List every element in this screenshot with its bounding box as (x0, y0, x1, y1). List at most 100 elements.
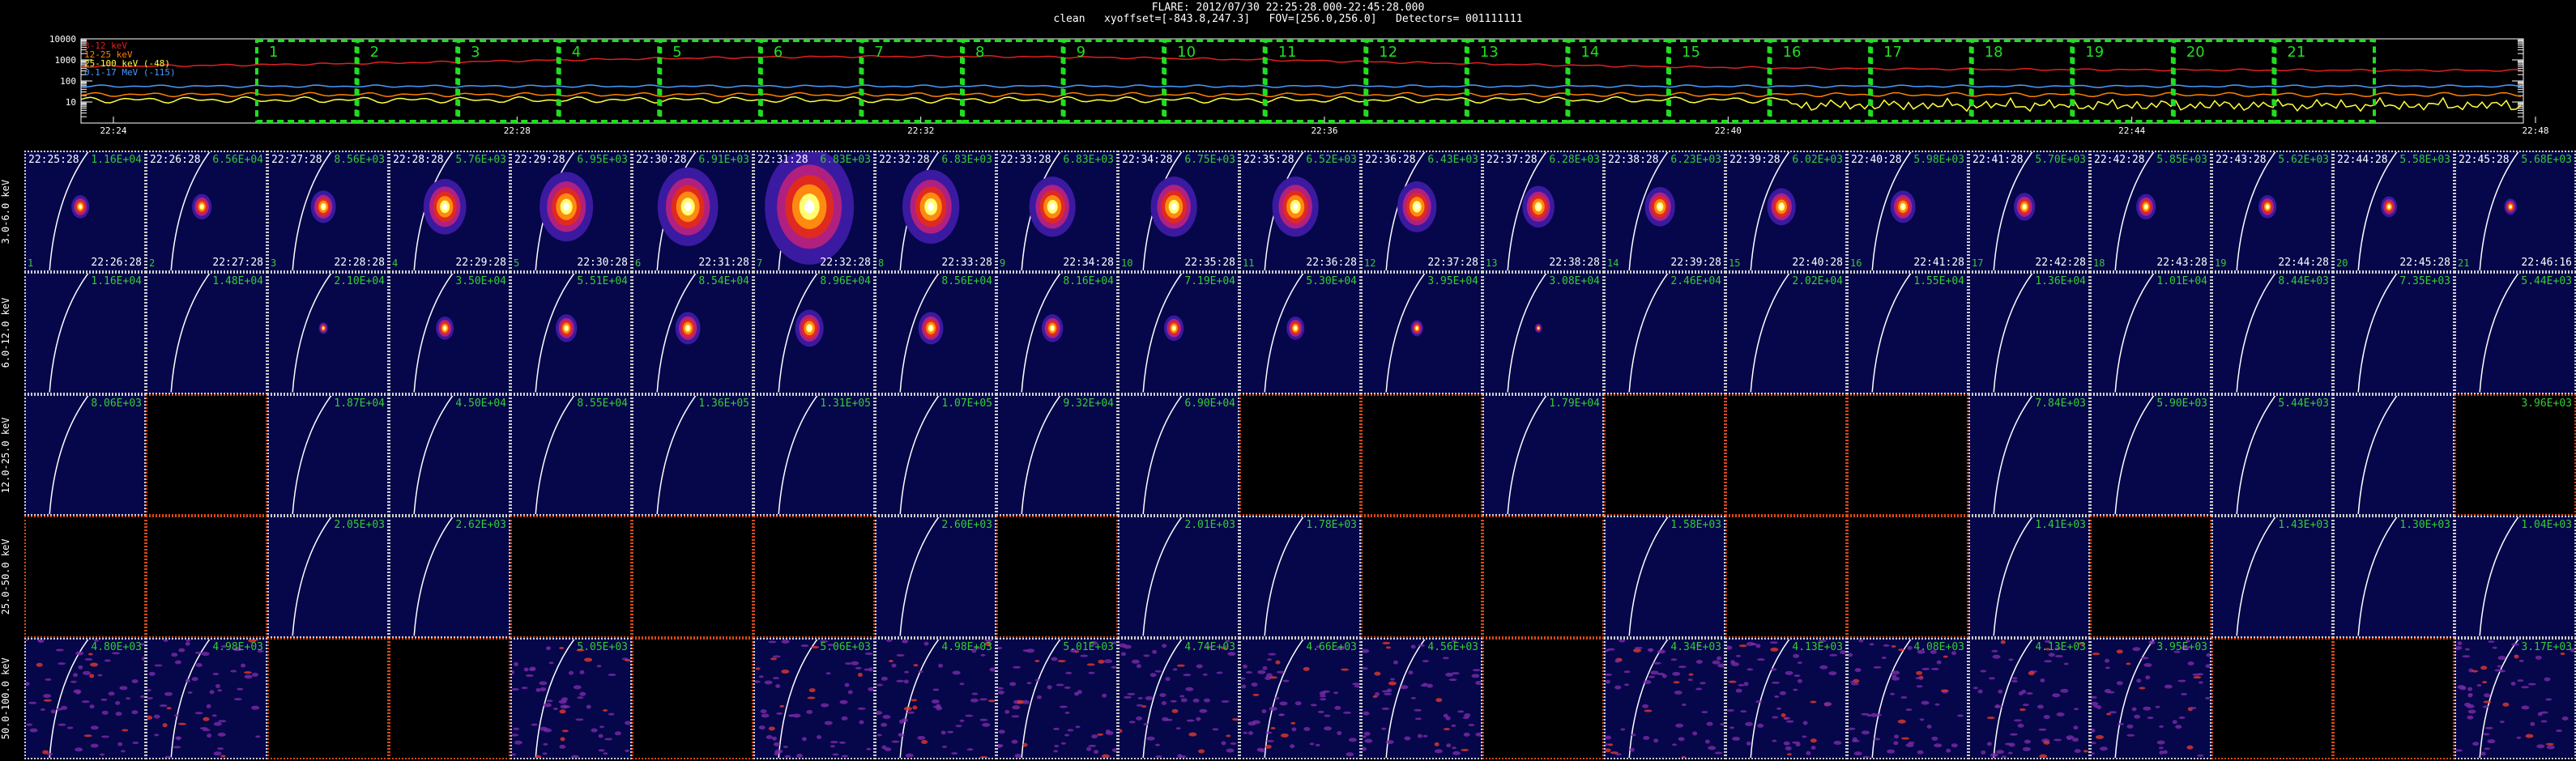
image-panel[interactable]: 22:36:28 22:37:28 12 6.43E+03 (1361, 151, 1482, 273)
image-panel[interactable]: 22:27:28 22:28:28 3 8.56E+03 (267, 151, 389, 273)
image-panel[interactable] (2333, 637, 2454, 759)
image-panel[interactable] (1482, 637, 1604, 759)
image-panel[interactable] (1239, 393, 1361, 517)
image-panel[interactable]: 1.16E+04 (24, 272, 146, 394)
image-panel[interactable]: 22:34:28 22:35:28 10 6.75E+03 (1118, 151, 1239, 273)
image-panel[interactable]: 1.55E+04 (1847, 272, 1968, 394)
image-panel[interactable]: 22:32:28 22:33:28 8 6.83E+03 (875, 151, 996, 273)
image-panel[interactable]: 1.41E+03 (1968, 516, 2090, 638)
image-panel[interactable]: 4.66E+03 (1239, 637, 1361, 759)
image-panel[interactable]: 8.06E+03 (24, 393, 146, 517)
image-panel[interactable]: 5.05E+03 (510, 637, 632, 759)
image-panel[interactable]: 2.60E+03 (875, 516, 996, 638)
image-panel[interactable]: 9.32E+04 (996, 393, 1118, 517)
image-panel[interactable]: 4.98E+03 (146, 637, 267, 759)
image-panel[interactable]: 4.50E+04 (389, 393, 510, 517)
image-panel[interactable]: 4.34E+03 (1604, 637, 1725, 759)
image-panel[interactable] (2211, 637, 2333, 759)
image-panel[interactable]: 4.13E+03 (1968, 637, 2090, 759)
image-panel[interactable]: 22:40:28 22:41:28 16 5.98E+03 (1847, 151, 1968, 273)
image-panel[interactable]: 3.17E+03 (2454, 637, 2576, 759)
image-panel[interactable]: 6.90E+04 (1118, 393, 1239, 517)
image-panel[interactable]: 22:41:28 22:42:28 17 5.70E+03 (1968, 151, 2090, 273)
image-panel[interactable]: 22:33:28 22:34:28 9 6.83E+03 (996, 151, 1118, 273)
image-panel[interactable]: 4.74E+03 (1118, 637, 1239, 759)
image-panel[interactable] (2333, 393, 2454, 517)
image-panel[interactable]: 4.08E+03 (1847, 637, 1968, 759)
image-panel[interactable]: 5.06E+03 (753, 637, 875, 759)
image-panel[interactable] (2090, 516, 2211, 638)
image-panel[interactable]: 3.50E+04 (389, 272, 510, 394)
image-panel[interactable] (1847, 516, 1968, 638)
image-panel[interactable]: 1.78E+03 (1239, 516, 1361, 638)
image-panel[interactable] (753, 516, 875, 638)
image-panel[interactable]: 5.90E+03 (2090, 393, 2211, 517)
image-panel[interactable]: 1.36E+04 (1968, 272, 2090, 394)
image-panel[interactable]: 3.95E+04 (1361, 272, 1482, 394)
image-panel[interactable]: 22:29:28 22:30:28 5 6.95E+03 (510, 151, 632, 273)
image-panel[interactable] (996, 516, 1118, 638)
image-panel[interactable]: 22:37:28 22:38:28 13 6.28E+03 (1482, 151, 1604, 273)
image-panel[interactable] (267, 637, 389, 759)
image-panel[interactable]: 8.56E+04 (875, 272, 996, 394)
image-panel[interactable] (1482, 516, 1604, 638)
image-panel[interactable]: 5.44E+03 (2211, 393, 2333, 517)
image-panel[interactable]: 1.58E+03 (1604, 516, 1725, 638)
image-panel[interactable]: 7.84E+03 (1968, 393, 2090, 517)
image-panel[interactable]: 1.04E+03 (2454, 516, 2576, 638)
image-panel[interactable]: 22:39:28 22:40:28 15 6.02E+03 (1725, 151, 1847, 273)
image-panel[interactable]: 1.48E+04 (146, 272, 267, 394)
image-panel[interactable]: 4.80E+03 (24, 637, 146, 759)
image-panel[interactable]: 22:31:28 22:32:28 7 6.83E+03 (753, 151, 875, 273)
image-panel[interactable]: 1.87E+04 (267, 393, 389, 517)
image-panel[interactable]: 8.16E+04 (996, 272, 1118, 394)
image-panel[interactable]: 7.19E+04 (1118, 272, 1239, 394)
image-panel[interactable]: 2.46E+04 (1604, 272, 1725, 394)
image-panel[interactable]: 1.43E+03 (2211, 516, 2333, 638)
image-panel[interactable] (1361, 393, 1482, 517)
image-panel[interactable]: 22:38:28 22:39:28 14 6.23E+03 (1604, 151, 1725, 273)
image-panel[interactable] (146, 393, 267, 517)
image-panel[interactable]: 1.31E+05 (753, 393, 875, 517)
image-panel[interactable]: 8.55E+04 (510, 393, 632, 517)
image-panel[interactable]: 8.54E+04 (632, 272, 753, 394)
image-panel[interactable] (24, 516, 146, 638)
image-panel[interactable]: 22:26:28 22:27:28 2 6.56E+04 (146, 151, 267, 273)
image-panel[interactable]: 3.95E+03 (2090, 637, 2211, 759)
image-panel[interactable]: 7.35E+03 (2333, 272, 2454, 394)
image-panel[interactable]: 2.01E+03 (1118, 516, 1239, 638)
image-panel[interactable]: 1.01E+04 (2090, 272, 2211, 394)
image-panel[interactable]: 22:42:28 22:43:28 18 5.85E+03 (2090, 151, 2211, 273)
image-panel[interactable] (1604, 393, 1725, 517)
image-panel[interactable]: 22:44:28 22:45:28 20 5.58E+03 (2333, 151, 2454, 273)
image-panel[interactable] (1725, 516, 1847, 638)
image-panel[interactable]: 5.51E+04 (510, 272, 632, 394)
image-panel[interactable]: 5.44E+03 (2454, 272, 2576, 394)
image-panel[interactable]: 8.96E+04 (753, 272, 875, 394)
image-panel[interactable]: 3.08E+04 (1482, 272, 1604, 394)
image-panel[interactable]: 22:43:28 22:44:28 19 5.62E+03 (2211, 151, 2333, 273)
image-panel[interactable]: 22:25:28 22:26:28 1 1.16E+04 (24, 151, 146, 273)
image-panel[interactable]: 8.44E+03 (2211, 272, 2333, 394)
image-panel[interactable]: 22:30:28 22:31:28 6 6.91E+03 (632, 151, 753, 273)
image-panel[interactable] (632, 637, 753, 759)
image-panel[interactable] (1847, 393, 1968, 517)
image-panel[interactable]: 22:28:28 22:29:28 4 5.76E+03 (389, 151, 510, 273)
image-panel[interactable] (146, 516, 267, 638)
image-panel[interactable] (1361, 516, 1482, 638)
image-panel[interactable]: 5.01E+03 (996, 637, 1118, 759)
image-panel[interactable]: 1.79E+04 (1482, 393, 1604, 517)
image-panel[interactable]: 4.13E+03 (1725, 637, 1847, 759)
image-panel[interactable]: 2.62E+03 (389, 516, 510, 638)
image-panel[interactable]: 5.30E+04 (1239, 272, 1361, 394)
image-panel[interactable]: 2.05E+03 (267, 516, 389, 638)
image-panel[interactable]: 2.02E+04 (1725, 272, 1847, 394)
image-panel[interactable]: 1.07E+05 (875, 393, 996, 517)
image-panel[interactable]: 1.30E+03 (2333, 516, 2454, 638)
image-panel[interactable]: 2.10E+04 (267, 272, 389, 394)
image-panel[interactable]: 3.96E+03 (2454, 393, 2576, 517)
image-panel[interactable] (510, 516, 632, 638)
image-panel[interactable]: 4.98E+03 (875, 637, 996, 759)
image-panel[interactable] (1725, 393, 1847, 517)
image-panel[interactable]: 4.56E+03 (1361, 637, 1482, 759)
